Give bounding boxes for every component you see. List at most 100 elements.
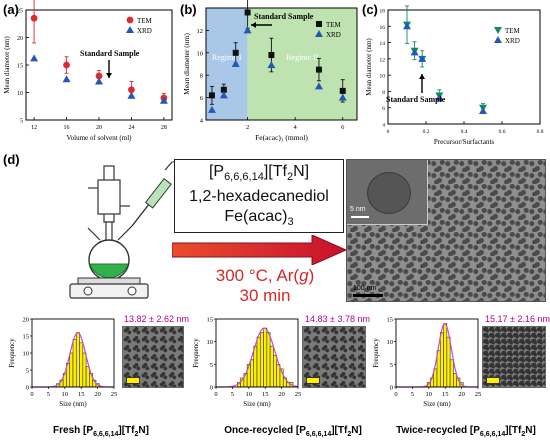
x-tick-label: 5	[231, 391, 234, 398]
histogram-bar	[250, 359, 255, 388]
panel-label-d: (d)	[3, 152, 20, 167]
hotplate-stirrer-icon	[69, 277, 149, 299]
x-tick-label: 15	[442, 391, 449, 398]
scale-bar-large	[353, 294, 383, 297]
x-axis-label: Precursor/Surfactants	[434, 138, 495, 146]
panel-label-b: (b)	[180, 2, 197, 17]
x-tick-label: 25	[111, 391, 118, 398]
y-tick-label: 20	[17, 36, 23, 42]
regime-region	[206, 8, 248, 120]
y-tick-label: 12	[197, 28, 204, 35]
scale-bar-small	[351, 216, 369, 218]
x-tick-label: 0	[214, 391, 217, 398]
y-tick-label: 6	[382, 106, 385, 112]
histogram-bar	[69, 352, 74, 388]
legend-label: XRD	[137, 27, 152, 35]
x-tick-label: 5	[411, 391, 414, 398]
chart-solvent-volume: 12 16 20 24 28 5 10 15 20 25 Volume of solvent (ml…	[3, 0, 173, 142]
tem-thumbnail-fresh	[122, 326, 184, 388]
data-point-xrd	[95, 77, 103, 85]
tem-micrograph-large: 5 nm 100 nm	[346, 159, 546, 302]
x-tick-label: 4	[294, 124, 298, 131]
reagents-box: [P6,6,6,14][Tf2N] 1,2-hexadecanediol Fe(…	[174, 159, 344, 233]
fit-value-fresh: 13.82 ± 2.62 nm	[124, 314, 189, 324]
histogram-bar	[269, 345, 274, 388]
y-tick-label: 16	[380, 25, 386, 31]
data-point-tem	[30, 14, 38, 22]
data-point-tem	[244, 9, 251, 16]
y-tick-label: 5	[26, 368, 29, 375]
x-tick-label: 5	[47, 391, 50, 398]
x-axis-label: Fe(acac)₃ (mmol)	[255, 133, 308, 142]
histogram-bar	[72, 339, 77, 388]
data-point-tem	[220, 86, 227, 93]
caption-once-recycled: Once-recycled [P6,6,6,14][Tf2N]	[224, 425, 362, 438]
chart-precursor-ratio: 0 0.2 0.4 0.6 0.8 4 6 8 10 12 14 16 18 Precursor/Surf…	[365, 5, 544, 146]
plot-frame	[395, 318, 479, 388]
histogram-once-recycled: 0 5 10 15 20 25 0 5 10 15 Size (nm) Frequency	[192, 317, 302, 409]
data-point-xrd	[314, 82, 323, 90]
data-point-xrd	[207, 105, 216, 113]
x-tick-label: 0	[30, 391, 33, 398]
y-tick-label: 10	[197, 50, 204, 57]
panel-label-a: (a)	[3, 2, 19, 17]
y-tick-label: 5	[390, 362, 393, 369]
data-point-tem	[268, 52, 275, 59]
y-tick-label: 10	[207, 339, 214, 346]
standard-sample-label: Standard Sample	[80, 49, 140, 58]
y-tick-label: 4	[200, 118, 204, 125]
y-axis-label: Frequency	[8, 338, 16, 368]
data-point-xrd	[267, 61, 276, 69]
data-point-tem	[63, 61, 70, 69]
reaction-conditions-time: 30 min	[239, 286, 291, 305]
histogram-twice-recycled: 0 5 10 15 20 25 0 5 10 15 Size (nm) Frequency	[372, 317, 481, 409]
legend-label: XRD	[326, 31, 341, 39]
x-tick-label: 24	[128, 125, 134, 131]
data-point-xrd	[231, 60, 240, 67]
y-axis-label: Mean diameter (nm)	[182, 33, 191, 95]
chart-fe-acac: Regime I Regime II 2 4 6 4 6 8 10 12 Fe(acac)₃ (mm…	[182, 0, 358, 142]
y-tick-label: 10	[380, 74, 386, 80]
histogram-bar	[259, 332, 264, 388]
x-tick-label: 20	[94, 391, 101, 398]
y-tick-label: 5	[210, 362, 213, 369]
x-tick-label: 0	[394, 391, 397, 398]
x-tick-label: 25	[295, 391, 302, 398]
x-tick-label: 0.2	[423, 129, 430, 135]
y-axis-label: Mean diameter (nm)	[365, 38, 373, 96]
regime-label: Regime I	[212, 53, 242, 62]
tem-thumbnail-once-recycled	[302, 326, 366, 388]
y-tick-label: 6	[200, 95, 204, 102]
annotation-arrowhead	[106, 73, 112, 78]
x-tick-label: 0.8	[537, 129, 544, 135]
y-tick-label: 4	[382, 123, 385, 129]
x-axis-label: Size (nm)	[423, 400, 451, 408]
data-point-xrd	[243, 26, 252, 34]
legend-label: XRD	[505, 37, 520, 45]
legend-marker	[494, 27, 502, 34]
legend-label: TEM	[326, 21, 342, 29]
y-tick-label: 12	[380, 57, 386, 63]
legend-marker	[315, 30, 323, 37]
data-point-xrd	[479, 106, 487, 114]
y-tick-label: 0	[210, 385, 213, 392]
y-tick-label: 0	[26, 385, 29, 392]
x-axis-label: Size (nm)	[243, 400, 271, 408]
data-point-xrd	[62, 75, 71, 83]
y-tick-label: 15	[23, 334, 30, 341]
legend-label: TEM	[505, 27, 521, 35]
x-tick-label: 16	[64, 125, 70, 131]
x-tick-label: 12	[31, 125, 37, 131]
y-tick-label: 14	[380, 41, 386, 47]
reagent-fe-acac: Fe(acac)3	[224, 208, 294, 229]
y-tick-label: 10	[23, 351, 30, 358]
x-tick-label: 0.6	[499, 129, 506, 135]
y-tick-label: 10	[387, 339, 394, 346]
x-tick-label: 0.4	[461, 129, 468, 135]
y-axis-label: Mean diameter (nm)	[3, 36, 11, 94]
data-point-xrd	[159, 96, 168, 104]
histogram-bar	[453, 373, 457, 388]
caption-fresh: Fresh [P6,6,6,14][Tf2N]	[53, 425, 149, 438]
reagent-ionic-liquid: [P6,6,6,14][Tf2N]	[208, 163, 310, 184]
x-tick-label: 20	[96, 125, 102, 131]
